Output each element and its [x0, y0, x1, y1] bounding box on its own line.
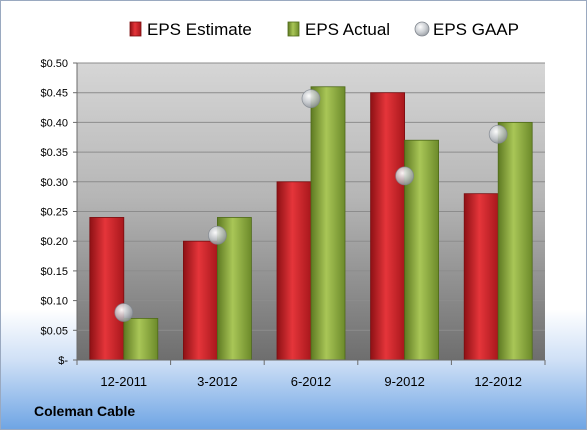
y-tick-label: $0.40	[40, 117, 68, 129]
bar-eps-estimate	[463, 193, 499, 361]
legend-label: EPS Estimate	[147, 20, 252, 39]
point-eps-gaap	[114, 303, 134, 322]
point-eps-gaap	[207, 225, 227, 245]
bar-eps-actual	[497, 122, 533, 361]
x-tick-label: 6-2012	[291, 374, 331, 389]
legend-swatch-eps-actual	[287, 21, 300, 37]
point-eps-gaap	[395, 166, 415, 186]
y-tick-label: $0.20	[40, 236, 68, 248]
bar-eps-estimate	[370, 92, 406, 361]
x-tick-label: 12-2012	[474, 374, 522, 389]
y-tick-label: $0.35	[40, 147, 68, 159]
legend-label: EPS GAAP	[433, 20, 519, 39]
legend-swatch-eps-gaap	[414, 21, 430, 37]
x-tick-label: 12-2011	[100, 374, 147, 389]
y-tick-label: $0.50	[40, 58, 68, 70]
bar-eps-actual	[123, 318, 159, 361]
point-eps-gaap	[488, 124, 508, 144]
y-tick-label: $0.15	[40, 266, 68, 278]
y-tick-label: $0.05	[40, 325, 68, 337]
y-tick-label: $0.30	[40, 177, 68, 189]
bar-eps-estimate	[182, 240, 218, 361]
x-tick-label: 3-2012	[197, 374, 237, 389]
company-name: Coleman Cable	[34, 403, 136, 419]
x-tick-label: 9-2012	[384, 374, 424, 389]
bar-eps-actual	[310, 86, 346, 361]
legend-label: EPS Actual	[305, 20, 390, 39]
y-tick-label: $-	[58, 355, 68, 367]
bar-eps-estimate	[89, 217, 125, 361]
y-tick-label: $0.10	[40, 296, 68, 308]
point-eps-gaap	[301, 89, 321, 109]
y-tick-label: $0.45	[40, 88, 68, 100]
y-tick-label: $0.25	[40, 207, 68, 219]
bar-eps-estimate	[276, 181, 312, 361]
legend-swatch-eps-estimate	[129, 21, 142, 37]
